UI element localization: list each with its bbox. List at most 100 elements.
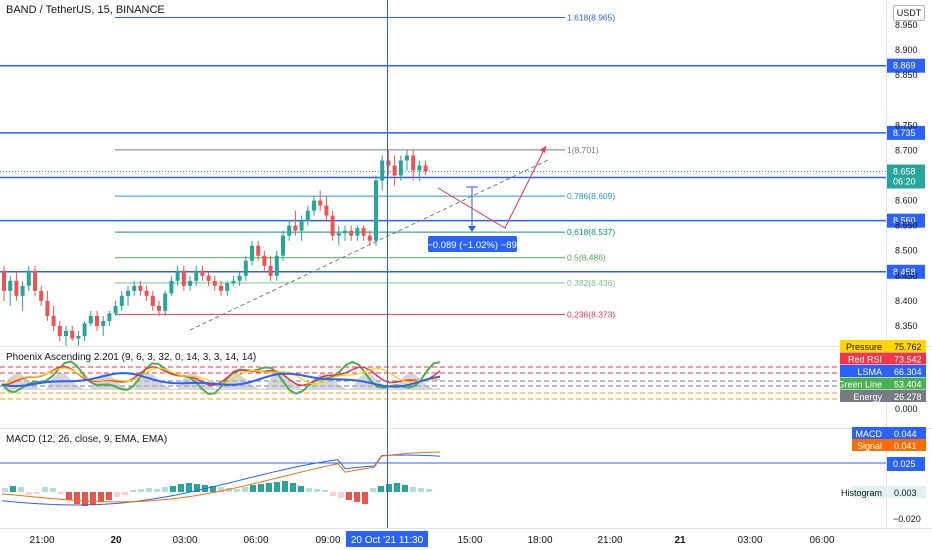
price-level-badge: 8.560 xyxy=(893,216,916,226)
candle-body xyxy=(82,323,87,336)
macd-histogram-bar xyxy=(74,492,80,504)
macd-badge-bg xyxy=(852,486,926,498)
indicator-title-phoenix[interactable]: Phoenix Ascending 2.201 (9, 6, 3, 32, 0,… xyxy=(6,352,257,363)
macd-histogram-bar xyxy=(290,483,296,492)
candle-body xyxy=(169,280,174,294)
indicator-badge-value: 66.304 xyxy=(894,367,922,377)
indicator-badge-bg xyxy=(840,352,926,365)
price-level-badge: 8.458 xyxy=(893,267,916,277)
indicator-axis-tick: 0.000 xyxy=(895,404,918,414)
candle-body xyxy=(126,290,130,296)
indicator-title-macd[interactable]: MACD (12, 26, close, 9, EMA, EMA) xyxy=(6,434,168,445)
macd-histogram-bar xyxy=(34,492,40,494)
fib-level-label: 0.618(8.537) xyxy=(567,227,615,237)
candle-body xyxy=(26,270,31,286)
macd-histogram-bar xyxy=(250,485,256,492)
macd-badge-bg xyxy=(852,427,926,439)
candle-body xyxy=(330,215,335,236)
candle-body xyxy=(2,270,6,291)
candle-body xyxy=(281,235,285,256)
candle-body xyxy=(411,155,416,171)
candle-body xyxy=(113,305,118,314)
price-level-badge: 8.869 xyxy=(893,61,916,71)
macd-histogram-bar xyxy=(266,483,272,492)
symbol-title[interactable]: BAND / TetherUS, 15, BINANCE xyxy=(6,4,165,16)
candle-body xyxy=(336,233,341,236)
price-axis-tick: 8.850 xyxy=(895,70,918,80)
candle-body xyxy=(380,160,385,181)
price-axis-tick: 8.900 xyxy=(895,45,918,55)
candle-body xyxy=(250,245,254,261)
macd-histogram-bar xyxy=(106,492,112,500)
macd-histogram-bar xyxy=(322,490,328,492)
candle-body xyxy=(175,270,180,281)
price-axis-tick: 8.600 xyxy=(895,196,918,206)
candle-body xyxy=(287,225,292,236)
macd-histogram-bar xyxy=(402,485,408,492)
macd-histogram-bar xyxy=(370,488,376,492)
projection-arrowhead xyxy=(540,146,546,153)
candle-body xyxy=(181,270,186,286)
candle-body xyxy=(355,228,360,236)
time-axis-tick: 03:00 xyxy=(172,535,197,546)
candle-body xyxy=(132,285,137,291)
indicator-badge-bg xyxy=(840,365,926,377)
macd-histogram-bar xyxy=(10,486,16,492)
price-axis-tick: 8.750 xyxy=(895,120,918,130)
candle-body xyxy=(293,225,298,231)
candle-body xyxy=(138,285,143,291)
candle-body xyxy=(256,245,261,256)
macd-histogram-bar xyxy=(114,492,120,497)
candle-body xyxy=(405,155,409,161)
candle-body xyxy=(200,270,205,276)
time-axis-tick: 03:00 xyxy=(737,535,762,546)
indicator-badge-value: 26.278 xyxy=(894,392,922,402)
macd-histogram-bar xyxy=(394,483,400,492)
candle-body xyxy=(262,255,267,266)
candle-body xyxy=(212,280,217,286)
price-level-badge-bg xyxy=(887,58,925,73)
fib-level-label: 1.618(8.965) xyxy=(567,13,615,23)
candle-body xyxy=(349,230,354,236)
macd-badge-name: MACD xyxy=(856,429,883,439)
macd-histogram-bar xyxy=(346,492,352,500)
indicator-badge-bg xyxy=(840,377,926,390)
candle-body xyxy=(312,200,316,211)
candle-body xyxy=(386,160,391,166)
macd-badge-name: Signal xyxy=(857,441,882,451)
indicator-series-line xyxy=(1,360,441,396)
macd-histogram-bar xyxy=(338,492,344,498)
macd-histogram-bar xyxy=(306,488,312,492)
price-axis-tick: 8.400 xyxy=(895,296,918,306)
indicator-badge-value: 53.404 xyxy=(894,380,922,390)
macd-histogram-bar xyxy=(138,489,144,492)
measure-arrowhead xyxy=(468,226,476,232)
time-axis-tick: 09:00 xyxy=(315,535,340,546)
candle-body xyxy=(225,283,230,291)
measure-label-bg[interactable] xyxy=(428,236,517,252)
indicator-badge-name: Red RSI xyxy=(848,355,882,365)
candle-body xyxy=(76,335,81,339)
candle-body xyxy=(305,210,310,221)
macd-histogram-bar xyxy=(146,488,152,492)
candle-body xyxy=(361,228,366,236)
macd-histogram-bar xyxy=(274,482,280,492)
candle-body xyxy=(237,275,242,281)
macd-badge-value: 0.044 xyxy=(894,429,917,439)
candle-body xyxy=(219,285,223,291)
currency-badge[interactable]: USDT xyxy=(893,5,925,21)
macd-histogram-bar xyxy=(66,492,72,500)
macd-histogram-bar xyxy=(218,487,224,492)
candle-body xyxy=(324,205,329,216)
candle-body xyxy=(88,315,93,324)
candle-body xyxy=(268,265,273,276)
macd-badge-value: 0.003 xyxy=(894,488,917,498)
candle-body xyxy=(95,315,99,326)
candle-body xyxy=(20,285,25,296)
macd-histogram-bar xyxy=(418,488,424,492)
candle-body xyxy=(231,280,236,284)
macd-axis-tick: −0.020 xyxy=(893,514,921,524)
candle-body xyxy=(119,295,124,306)
time-axis-tick: 21 xyxy=(674,535,686,546)
